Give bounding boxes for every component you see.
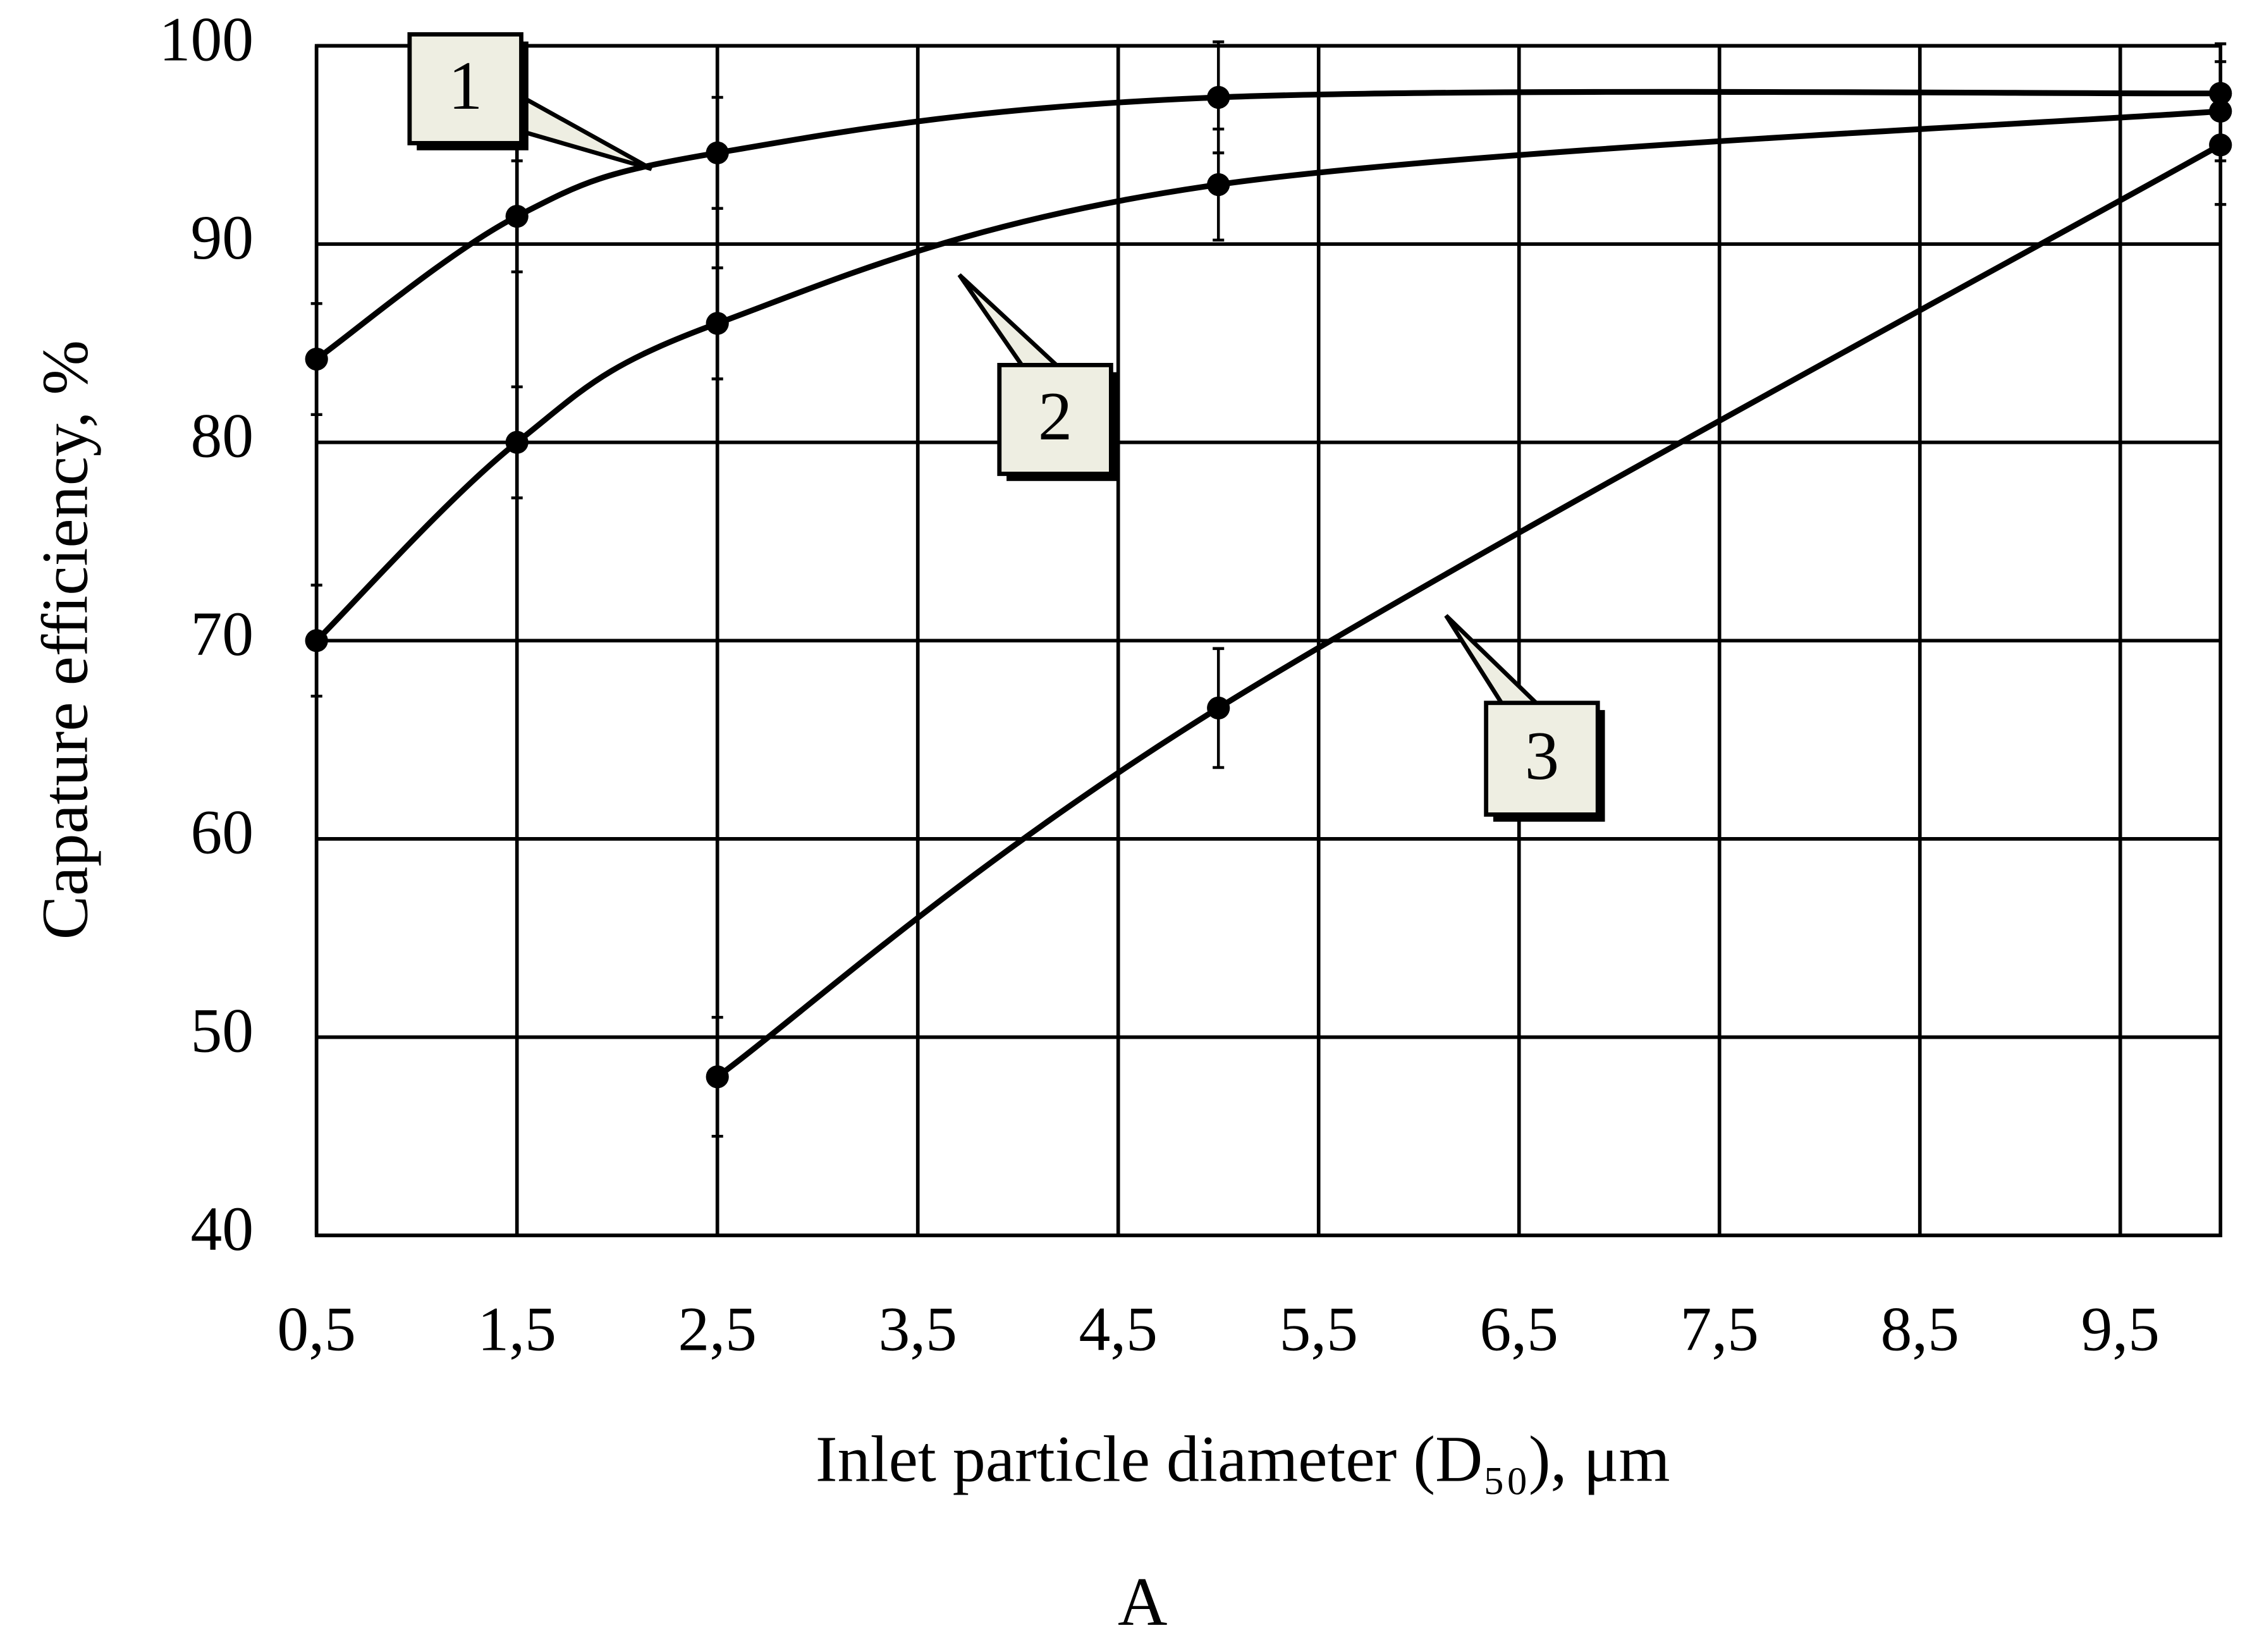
x-axis-label: Inlet particle diameter (D₅₀), μm	[816, 1423, 1670, 1496]
data-point	[1207, 85, 1230, 109]
callout-box	[997, 362, 1113, 476]
x-tick-label: 3,5	[878, 1294, 957, 1364]
y-tick-label: 50	[190, 995, 254, 1065]
data-point	[1207, 173, 1230, 197]
y-tick-label: 90	[190, 202, 254, 272]
caption: A	[1118, 1563, 1167, 1640]
data-point	[1207, 696, 1230, 720]
data-point	[505, 205, 529, 228]
data-point	[706, 1065, 729, 1089]
data-point	[706, 312, 729, 335]
x-tick-label: 5,5	[1279, 1294, 1358, 1364]
data-point	[505, 431, 529, 454]
y-tick-label: 80	[190, 401, 254, 471]
callout-box	[407, 32, 523, 145]
callout-2: 2	[957, 273, 1118, 481]
callout-label: 2	[1038, 378, 1072, 455]
callout-box	[1484, 701, 1600, 817]
y-tick-label: 40	[190, 1194, 254, 1264]
y-tick-label: 60	[190, 797, 254, 867]
x-tick-label: 8,5	[1880, 1294, 1959, 1364]
x-tick-label: 2,5	[678, 1294, 757, 1364]
series-line	[716, 142, 2222, 1079]
series-line	[316, 89, 2221, 362]
x-tick-label: 4,5	[1079, 1294, 1158, 1364]
data-point	[305, 347, 328, 371]
data-point	[2209, 133, 2232, 157]
x-tick-label: 0,5	[277, 1294, 356, 1364]
x-tick-label: 7,5	[1680, 1294, 1759, 1364]
callout-label: 1	[448, 47, 482, 124]
y-axis-label: Capature efficiency, %	[28, 340, 101, 939]
callout-label: 3	[1525, 718, 1559, 794]
plot-area: 40 50 60 70 80 90 100 0,5 1,5 2,5 3,5 4,5 5,5 6,5 7,5 8…	[159, 4, 2232, 1364]
y-tick-label: 100	[159, 4, 254, 74]
callout-1: 1	[407, 32, 653, 171]
x-tick-label: 6,5	[1479, 1294, 1558, 1364]
data-point	[305, 629, 328, 652]
series-line	[316, 108, 2221, 643]
x-tick-label: 1,5	[477, 1294, 556, 1364]
data-point	[706, 141, 729, 164]
x-tick-label: 9,5	[2081, 1294, 2160, 1364]
y-tick-label: 70	[190, 599, 254, 669]
callout-3: 3	[1444, 614, 1605, 822]
